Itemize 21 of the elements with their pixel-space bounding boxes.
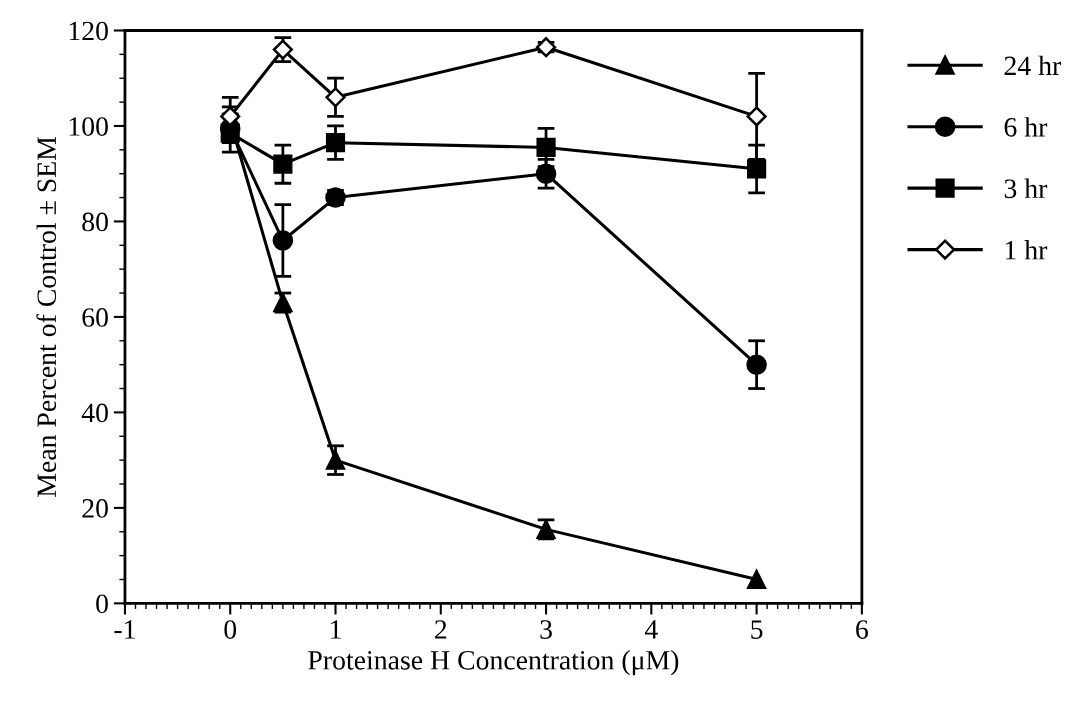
y-tick-label: 120: [69, 21, 108, 41]
x-tick-label: 6: [856, 620, 868, 639]
legend-label: 3 hr: [1004, 178, 1048, 199]
x-tick-label: 5: [751, 620, 763, 639]
y-tick-label: 80: [82, 212, 108, 232]
legend-label: 1 hr: [1005, 240, 1048, 260]
y-tick-label: 40: [81, 403, 108, 423]
legend-label: 24 hr: [1004, 55, 1062, 75]
x-tick-label: 1: [331, 620, 341, 639]
y-tick-label: 20: [82, 499, 108, 518]
y-tick-label: 100: [69, 117, 108, 136]
y-tick-label: 0: [96, 594, 108, 614]
x-tick-label: 0: [224, 620, 237, 639]
x-axis-title: Proteinase H Concentration (μM): [308, 650, 679, 676]
x-tick-label: -1: [114, 620, 135, 639]
x-tick-label: 4: [644, 620, 658, 639]
x-tick-label: 3: [540, 620, 552, 639]
y-tick-label: 60: [82, 308, 108, 327]
x-tick-label: 2: [435, 620, 447, 639]
legend-label: 6 hr: [1004, 117, 1048, 137]
y-axis-title: Mean Percent of Control ± SEM: [36, 136, 57, 497]
